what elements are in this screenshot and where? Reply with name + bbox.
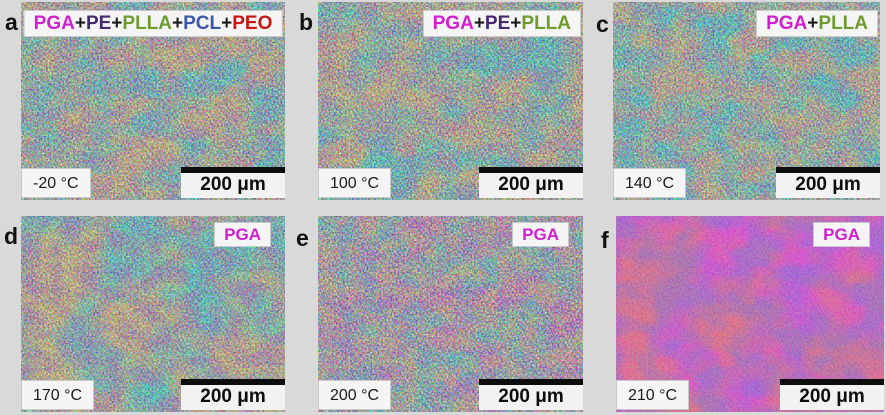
scale-bar: 200 μm xyxy=(776,167,880,198)
label-part: + xyxy=(172,13,184,34)
label-part: PGA xyxy=(224,225,261,244)
temperature-label: -20 °C xyxy=(21,168,91,198)
composition-label: PGA xyxy=(214,222,271,247)
label-part: PGA xyxy=(522,225,559,244)
temperature-label: 170 °C xyxy=(21,380,95,410)
label-part: PE xyxy=(484,13,511,34)
scale-bar-line xyxy=(776,167,880,173)
temperature-label: 200 °C xyxy=(318,380,392,410)
scale-bar: 200 μm xyxy=(479,379,583,410)
label-part: + xyxy=(473,13,485,34)
label-part: + xyxy=(74,13,86,34)
scale-bar-label: 200 μm xyxy=(795,174,861,195)
scale-bar: 200 μm xyxy=(181,167,285,198)
temperature-label: 210 °C xyxy=(616,380,690,410)
scale-bar-label: 200 μm xyxy=(799,386,865,407)
panel-letter-f: f xyxy=(601,227,609,253)
scale-bar-label: 200 μm xyxy=(200,386,266,407)
scale-bar-line xyxy=(479,167,583,173)
label-part: PGA xyxy=(33,13,75,34)
composition-label: PGA xyxy=(813,222,870,247)
panel-letter-d: d xyxy=(4,223,19,249)
panel-letter-c: c xyxy=(596,11,609,37)
composition-label: PGA+PLLA xyxy=(756,10,878,37)
scale-bar-line xyxy=(479,379,583,385)
panel-f: PGA 210 °C 200 μm xyxy=(616,216,884,412)
panel-d: PGA 170 °C 200 μm xyxy=(21,216,285,412)
micrograph-f xyxy=(616,216,884,412)
scale-bar-line xyxy=(780,379,884,385)
scale-bar-label: 200 μm xyxy=(498,386,564,407)
composition-label: PGA+PE+PLLA+PCL+PEO xyxy=(23,10,283,37)
label-part: + xyxy=(807,13,819,34)
panel-a: PGA+PE+PLLA+PCL+PEO -20 °C 200 μm xyxy=(21,2,285,200)
label-part: PGA xyxy=(432,13,474,34)
temperature-label: 100 °C xyxy=(318,168,392,198)
scale-bar: 200 μm xyxy=(479,167,583,198)
label-part: + xyxy=(111,13,123,34)
label-part: PLLA xyxy=(521,13,571,34)
scale-bar-label: 200 μm xyxy=(200,174,266,195)
panel-b: PGA+PE+PLLA 100 °C 200 μm xyxy=(318,2,583,200)
panel-letter-a: a xyxy=(5,9,18,35)
scale-bar-line xyxy=(181,379,285,385)
scale-bar-line xyxy=(181,167,285,173)
label-part: PGA xyxy=(766,13,808,34)
label-part: PE xyxy=(85,13,112,34)
composition-label: PGA+PE+PLLA xyxy=(422,10,581,37)
label-part: + xyxy=(221,13,233,34)
panel-c: PGA+PLLA 140 °C 200 μm xyxy=(613,2,880,200)
label-part: PGA xyxy=(823,225,860,244)
label-part: PEO xyxy=(232,13,273,34)
composition-label: PGA xyxy=(512,222,569,247)
scale-bar-label: 200 μm xyxy=(498,174,564,195)
panel-letter-b: b xyxy=(299,9,314,35)
temperature-label: 140 °C xyxy=(613,168,687,198)
scale-bar: 200 μm xyxy=(780,379,884,410)
label-part: PLLA xyxy=(122,13,173,34)
label-part: PCL xyxy=(183,13,222,34)
label-part: + xyxy=(510,13,522,34)
label-part: PLLA xyxy=(818,13,868,34)
scale-bar: 200 μm xyxy=(181,379,285,410)
panel-letter-e: e xyxy=(296,225,309,251)
panel-e: PGA 200 °C 200 μm xyxy=(318,216,583,412)
